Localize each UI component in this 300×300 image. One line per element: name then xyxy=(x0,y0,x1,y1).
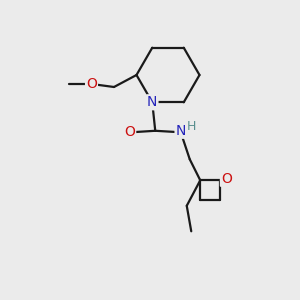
Text: O: O xyxy=(124,125,135,139)
Text: N: N xyxy=(176,124,186,138)
Text: H: H xyxy=(187,120,196,133)
Text: O: O xyxy=(221,172,232,186)
Text: O: O xyxy=(86,77,97,91)
Text: N: N xyxy=(147,95,158,109)
